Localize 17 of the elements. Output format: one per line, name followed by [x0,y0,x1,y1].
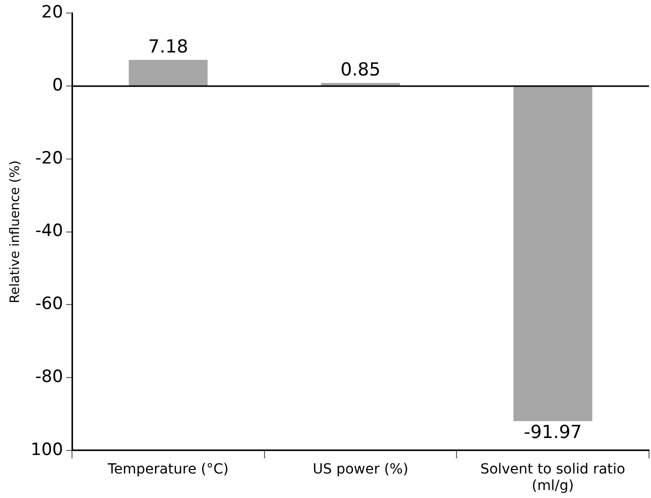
y-tick-label: -60 [35,294,64,314]
data-label: 0.85 [340,60,381,81]
y-tick-label: -20 [35,148,64,168]
y-tick-label: 20 [41,2,64,23]
y-tick-label: -40 [35,221,64,242]
x-tick-label: US power (%) [312,461,408,478]
bar [128,60,208,86]
x-tick-label: Temperature (°C) [106,461,229,478]
bar [321,82,400,86]
x-tick-label: Solvent to solid ratio (ml/g) [480,461,626,494]
data-label: -91.97 [524,422,582,443]
data-label: 7.18 [148,36,188,58]
y-axis-title: Relative influence (%) [8,160,24,304]
y-tick-label: 0 [52,75,64,96]
y-tick-label: -80 [35,366,64,387]
y-tick-label: 100 [30,440,64,460]
bar [513,86,592,422]
